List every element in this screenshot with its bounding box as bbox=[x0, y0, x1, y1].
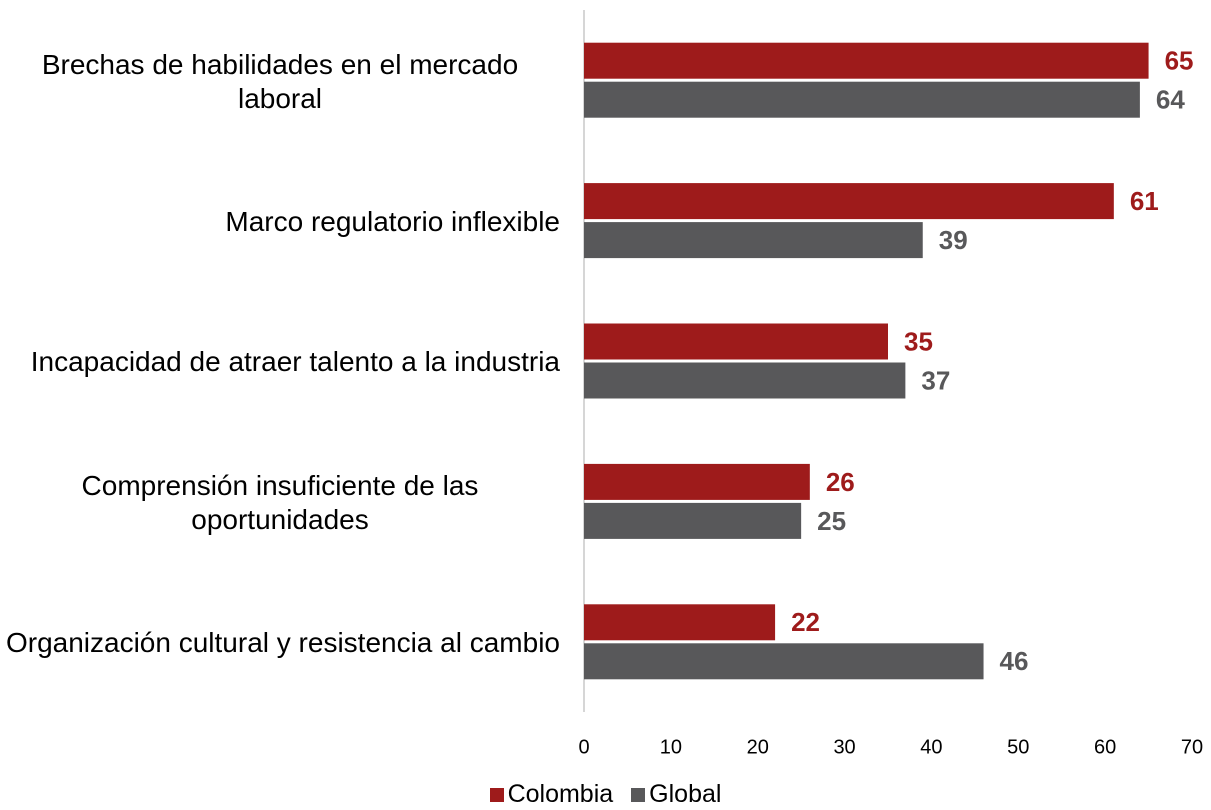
category-text: Brechas de habilidades en el mercado lab… bbox=[41, 48, 519, 114]
x-tick-label: 60 bbox=[1094, 736, 1116, 758]
x-tick-label: 20 bbox=[747, 736, 769, 758]
legend-item: Colombia bbox=[489, 780, 614, 809]
legend-text: Global bbox=[649, 780, 722, 808]
category-text: Organización cultural y resistencia al c… bbox=[5, 627, 560, 659]
bar bbox=[584, 42, 1149, 79]
bar bbox=[584, 604, 776, 641]
value-label: 37 bbox=[921, 365, 950, 395]
value-label: 65 bbox=[1165, 46, 1194, 76]
bar bbox=[584, 183, 1114, 220]
x-tick-label: 30 bbox=[833, 736, 855, 758]
value-label: 39 bbox=[939, 225, 968, 255]
x-tick-label: 50 bbox=[1007, 736, 1029, 758]
x-tick-label: 70 bbox=[1181, 736, 1203, 758]
bar bbox=[584, 463, 810, 500]
bar bbox=[584, 81, 1140, 118]
legend: Colombia Global bbox=[0, 780, 1211, 809]
legend-swatch bbox=[489, 787, 504, 802]
category-label: Brechas de habilidades en el mercado lab… bbox=[0, 10, 560, 153]
value-label: 46 bbox=[1000, 646, 1029, 676]
category-label: Marco regulatorio inflexible bbox=[0, 150, 560, 293]
bar bbox=[584, 222, 923, 259]
bar bbox=[584, 362, 906, 399]
x-tick-label: 40 bbox=[920, 736, 942, 758]
category-label: Organización cultural y resistencia al c… bbox=[0, 572, 560, 715]
category-text: Marco regulatorio inflexible bbox=[225, 205, 560, 237]
bar bbox=[584, 323, 888, 360]
category-text: Incapacidad de atraer talento a la indus… bbox=[30, 346, 560, 378]
legend-text: Colombia bbox=[507, 780, 614, 808]
value-label: 64 bbox=[1156, 85, 1185, 115]
x-tick-label: 0 bbox=[578, 736, 589, 758]
bar bbox=[584, 502, 802, 539]
value-label: 22 bbox=[791, 607, 820, 637]
value-label: 25 bbox=[817, 506, 846, 536]
legend-swatch bbox=[631, 787, 646, 802]
value-label: 35 bbox=[904, 326, 933, 356]
category-label: Comprensión insuficiente de las oportuni… bbox=[0, 431, 560, 574]
bar bbox=[584, 643, 984, 680]
category-label: Incapacidad de atraer talento a la indus… bbox=[0, 291, 560, 434]
legend-item: Global bbox=[631, 780, 721, 809]
category-text: Comprensión insuficiente de las oportuni… bbox=[81, 469, 479, 535]
value-label: 26 bbox=[826, 467, 855, 497]
value-label: 61 bbox=[1130, 186, 1159, 216]
x-tick-label: 10 bbox=[660, 736, 682, 758]
